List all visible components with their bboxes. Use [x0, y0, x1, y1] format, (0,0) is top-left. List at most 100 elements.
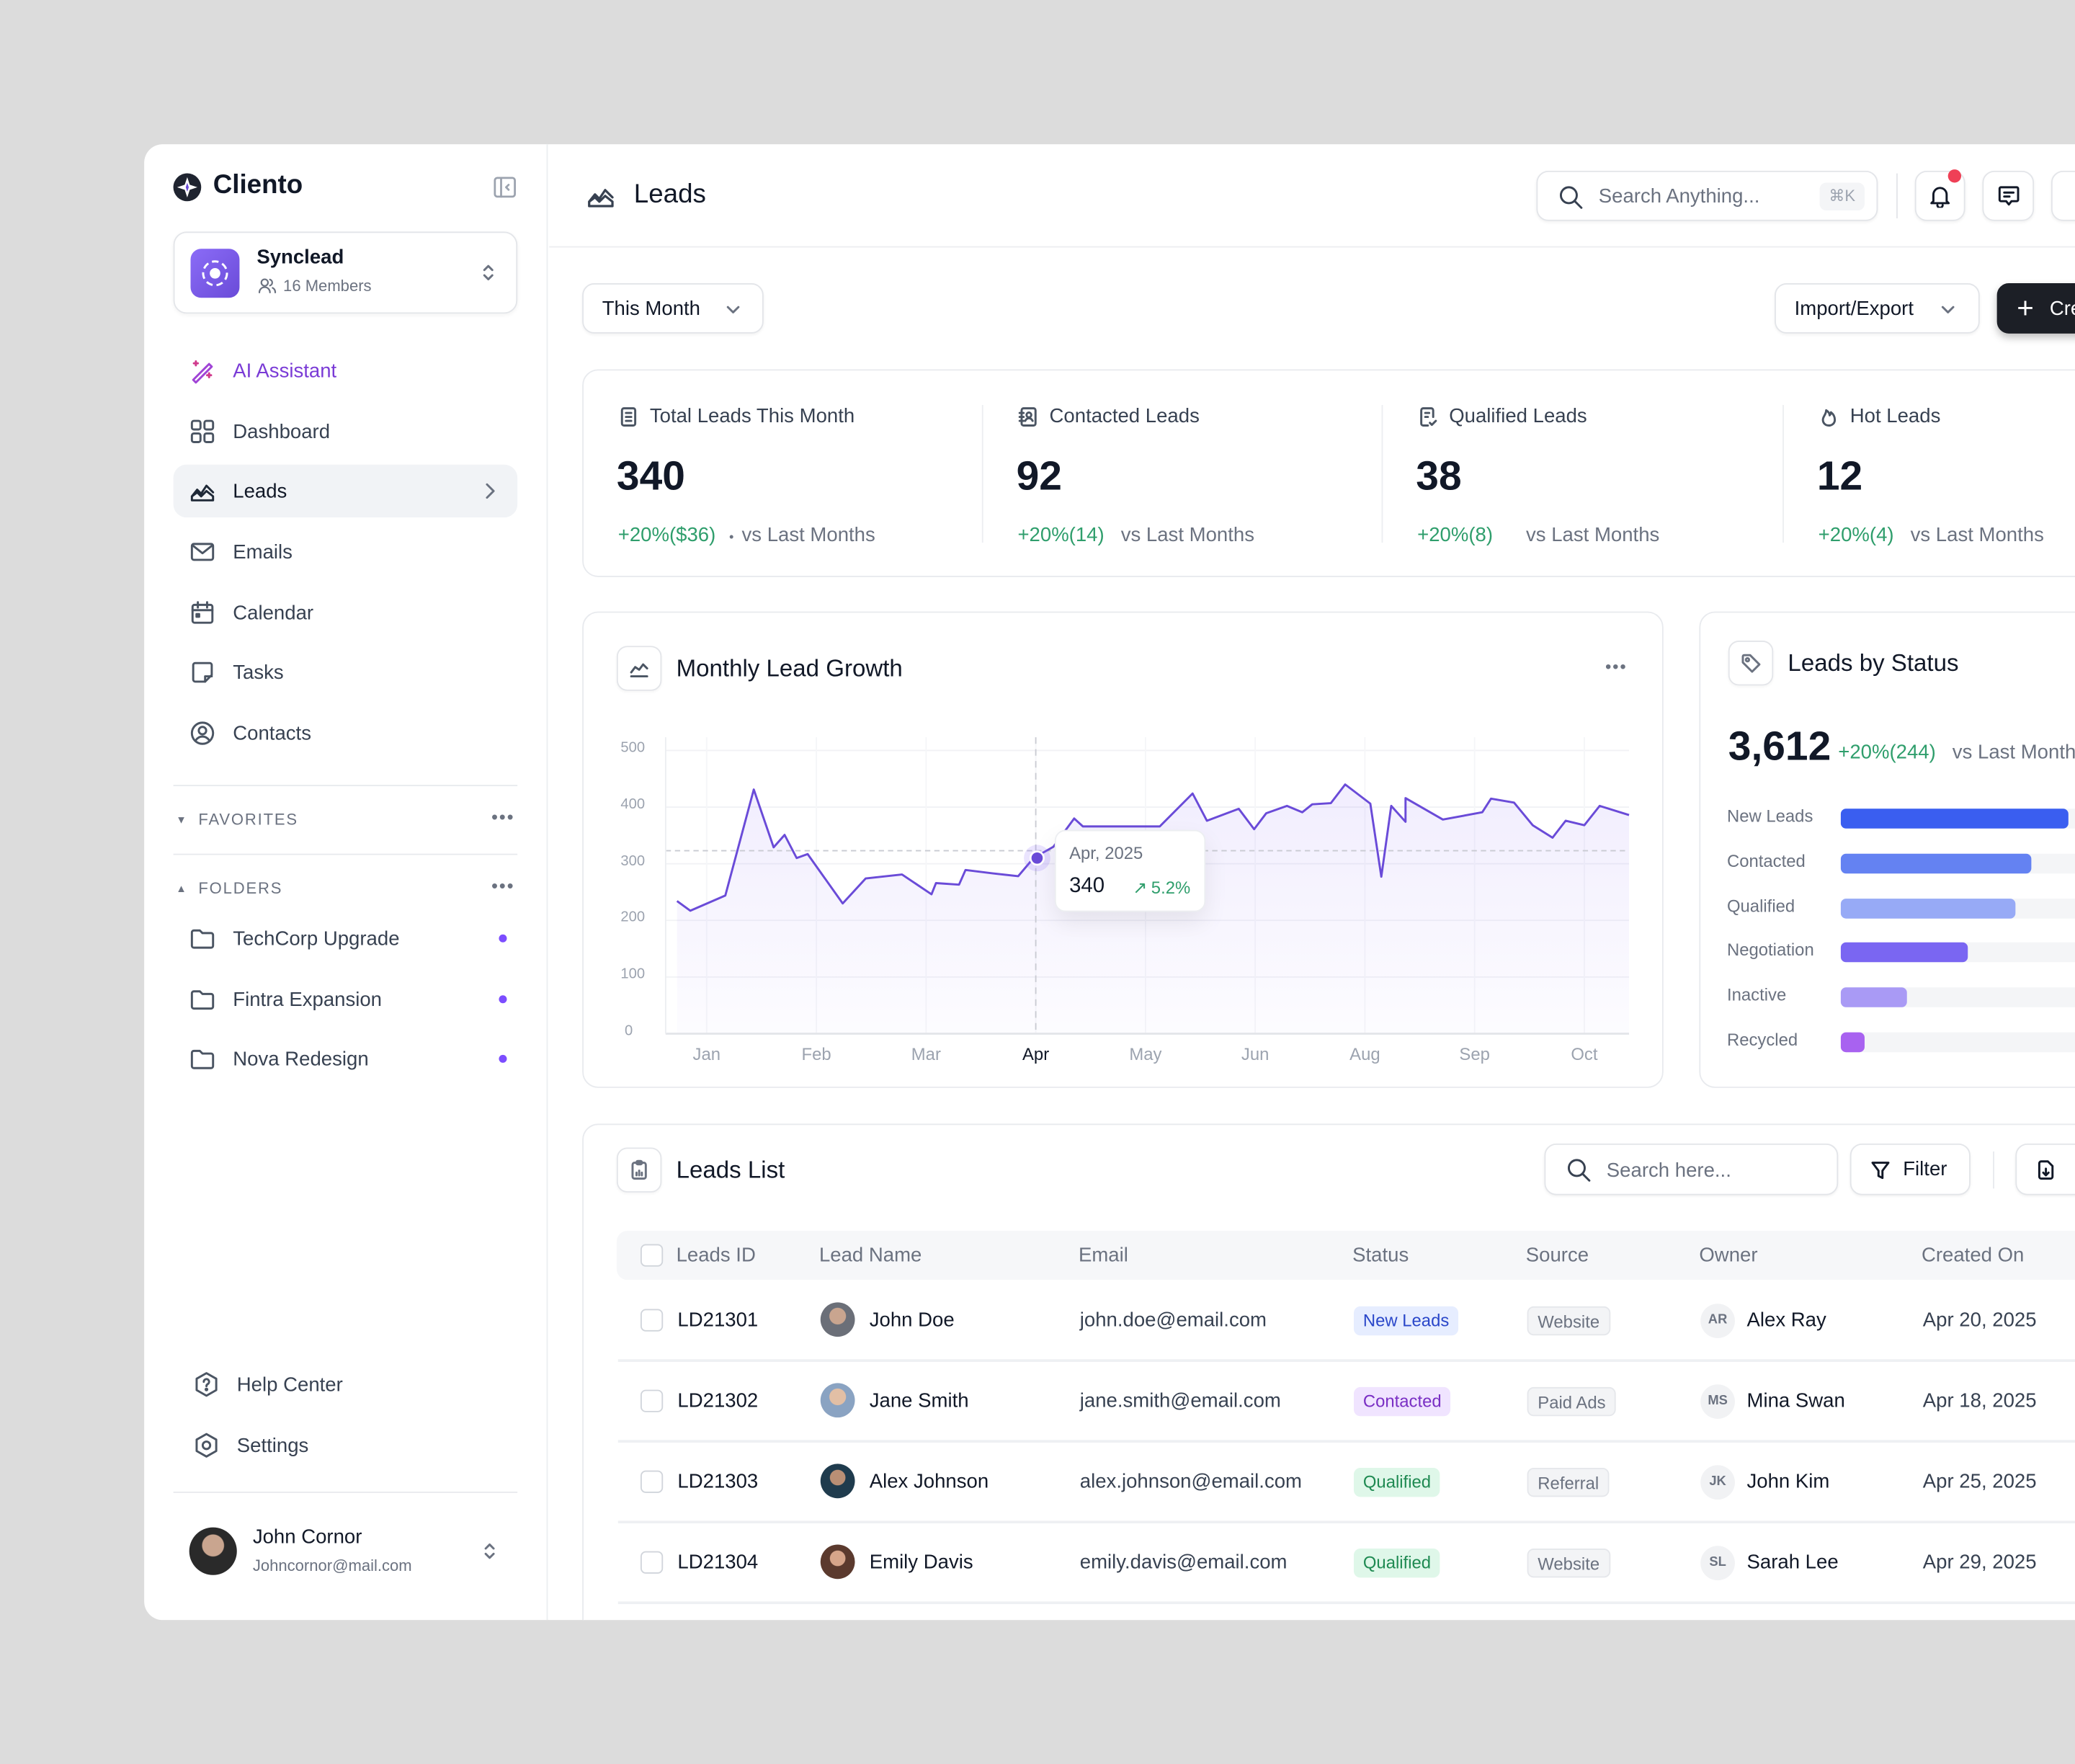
document-check-icon [1420, 406, 1437, 427]
favorites-section-toggle[interactable]: ▼ FAVORITES [176, 810, 298, 829]
more-options-icon[interactable]: ••• [1605, 656, 1628, 677]
workspace-switcher[interactable]: Synclead 16 Members [173, 231, 518, 314]
stat-label: Contacted Leads [1049, 405, 1200, 428]
column-header-email[interactable]: Email [1078, 1244, 1128, 1267]
folder-item-techcorp-upgrade[interactable]: TechCorp Upgrade [174, 912, 518, 965]
folders-more-icon[interactable]: ••• [491, 875, 515, 896]
sidebar-item-emails[interactable]: Emails [174, 525, 518, 578]
highlight-point[interactable] [1029, 850, 1045, 866]
members-icon [258, 278, 277, 294]
sidebar-item-label: Emails [233, 540, 293, 564]
sidebar-item-calendar[interactable]: Calendar [174, 587, 518, 639]
status-bar [1840, 1032, 1865, 1053]
filter-icon [1871, 1161, 1890, 1179]
import-export-dropdown[interactable]: Import/Export [1775, 283, 1980, 334]
divider [1381, 405, 1383, 543]
stat-change: +20%(14) [1017, 524, 1105, 547]
chevron-updown-icon [484, 1544, 495, 1559]
notifications-button[interactable] [1914, 169, 1965, 221]
row-checkbox[interactable] [640, 1551, 664, 1574]
column-header-created-on[interactable]: Created On [1921, 1244, 2025, 1267]
owner-name: Mina Swan [1746, 1389, 1845, 1412]
sidebar-item-label: Contacts [233, 721, 312, 745]
x-tick-label: Sep [1459, 1044, 1490, 1064]
calendar-icon [191, 601, 214, 624]
bullet: • [729, 530, 734, 545]
lead-avatar [820, 1383, 855, 1418]
table-row[interactable]: LD21303 Alex Johnson alex.johnson@email.co… [617, 1443, 2075, 1524]
created-on: Apr 20, 2025 [1922, 1309, 2037, 1332]
collapse-sidebar-icon[interactable] [494, 176, 516, 198]
sidebar-item-help-center[interactable]: Help Center [174, 1358, 518, 1410]
chart-title: Monthly Lead Growth [676, 655, 903, 682]
help-icon [195, 1372, 218, 1397]
row-checkbox[interactable] [640, 1470, 664, 1493]
search-icon [1559, 186, 1583, 209]
column-header-status[interactable]: Status [1352, 1244, 1409, 1267]
folder-label: Fintra Expansion [233, 988, 383, 1011]
lead-id: LD21301 [677, 1309, 759, 1332]
stat-contacted-leads: Contacted Leads 92 +20%(14) vs Last Mont… [983, 370, 1383, 576]
notification-badge [1947, 169, 1962, 183]
favorites-label: FAVORITES [198, 810, 298, 829]
messages-button[interactable] [1982, 170, 2035, 221]
create-label: Create [2049, 297, 2075, 320]
sidebar-item-settings[interactable]: Settings [174, 1419, 518, 1471]
export-button[interactable] [2015, 1143, 2075, 1195]
tooltip-date: Apr, 2025 [1069, 843, 1143, 863]
column-header-leads-id[interactable]: Leads ID [676, 1244, 756, 1267]
table-row[interactable]: LD21302 Jane Smith jane.smith@email.com Con… [617, 1362, 2075, 1443]
sidebar-item-ai-assistant[interactable]: AI Assistant [174, 344, 518, 397]
sidebar-item-dashboard[interactable]: Dashboard [174, 405, 518, 458]
filter-button[interactable]: Filter [1849, 1143, 1971, 1195]
folder-item-fintra-expansion[interactable]: Fintra Expansion [174, 973, 518, 1025]
table-row[interactable]: LD21301 John Doe john.doe@email.com New Lea… [617, 1281, 2075, 1363]
leads-search-input[interactable]: Search here... [1544, 1143, 1839, 1195]
lead-id: LD21304 [677, 1551, 759, 1574]
sidebar-item-leads[interactable]: Leads [173, 464, 518, 518]
stats-card: Total Leads This Month 340 +20%($36) • vs… [582, 369, 2075, 577]
status-bar [1840, 987, 1907, 1008]
global-search-input[interactable]: Search Anything... ⌘K [1536, 170, 1878, 221]
column-header-source[interactable]: Source [1525, 1244, 1589, 1267]
user-profile[interactable]: John Cornor Johncornor@mail.com [174, 1514, 518, 1588]
status-label: Negotiation [1726, 940, 1814, 961]
stat-change: +20%(4) [1818, 524, 1894, 547]
status-label: Qualified [1726, 895, 1795, 916]
header-action-button[interactable] [2051, 170, 2075, 221]
sidebar-item-tasks[interactable]: Tasks [174, 646, 518, 698]
select-all-checkbox[interactable] [640, 1244, 664, 1267]
x-tick-label: Aug [1349, 1044, 1380, 1064]
user-circle-icon [190, 721, 215, 745]
source-badge: Website [1527, 1548, 1610, 1578]
folder-indicator-dot [499, 995, 507, 1004]
x-tick-label: Mar [911, 1044, 941, 1064]
status-label: Inactive [1726, 984, 1787, 1005]
column-header-owner[interactable]: Owner [1699, 1244, 1758, 1267]
row-checkbox[interactable] [640, 1389, 664, 1412]
column-header-lead-name[interactable]: Lead Name [818, 1244, 922, 1267]
create-lead-button[interactable]: + Create [1996, 283, 2075, 334]
status-bar [1840, 898, 2016, 918]
sidebar-item-label: Dashboard [233, 420, 331, 443]
sidebar: Cliento Synclead 16 Members AI Assistant… [144, 144, 548, 1621]
workspace-name: Synclead [256, 246, 344, 269]
folder-label: Nova Redesign [233, 1047, 369, 1071]
folders-section-toggle[interactable]: ▲ FOLDERS [176, 878, 283, 898]
favorites-more-icon[interactable]: ••• [491, 806, 515, 827]
settings-icon [195, 1433, 218, 1458]
period-dropdown[interactable]: This Month [582, 283, 764, 334]
lead-avatar [820, 1464, 855, 1499]
source-badge: Referral [1527, 1467, 1610, 1497]
y-tick-label: 500 [620, 739, 646, 756]
document-icon [620, 406, 637, 427]
sidebar-item-contacts[interactable]: Contacts [174, 707, 518, 760]
table-row[interactable]: LD21304 Emily Davis emily.davis@email.com Q… [617, 1523, 2075, 1605]
row-checkbox[interactable] [640, 1309, 664, 1332]
stat-suffix: vs Last Months [1120, 524, 1254, 547]
contact-book-icon [1018, 406, 1037, 427]
clipboard-icon [616, 1147, 662, 1193]
arrow-up-right-icon: ↗ [1133, 877, 1148, 898]
divider [981, 405, 983, 543]
folder-item-nova-redesign[interactable]: Nova Redesign [174, 1033, 518, 1085]
